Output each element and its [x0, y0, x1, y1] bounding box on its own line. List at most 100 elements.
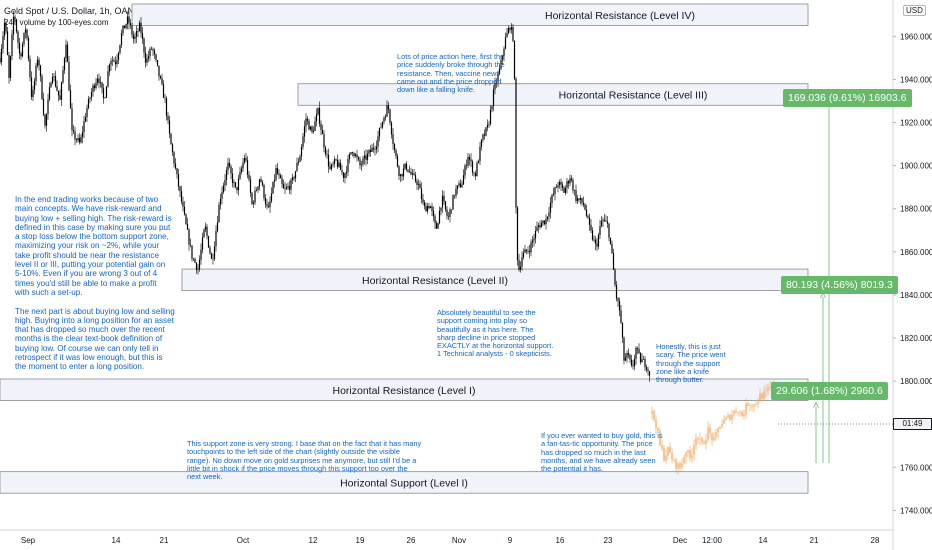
candle-body: [255, 189, 258, 191]
candle-body: [527, 250, 529, 252]
candle-body: [353, 153, 355, 156]
candle-body: [572, 180, 574, 191]
zone-label: Horizontal Resistance (Level I): [333, 385, 476, 397]
candle-body: [405, 163, 408, 170]
target-label-level-i[interactable]: 29.606 (1.68%) 2960.6: [771, 382, 888, 400]
candle-body: [248, 174, 250, 180]
projection-candle-body: [685, 452, 687, 458]
candle-body: [15, 19, 18, 32]
candle-body: [623, 337, 625, 361]
candle-body: [477, 160, 480, 164]
candle-body: [0, 57, 1, 63]
candle-body: [357, 157, 360, 160]
candle-body: [629, 354, 631, 360]
candle-body: [534, 230, 537, 239]
candle-body: [585, 209, 588, 216]
candle-body: [584, 204, 586, 210]
candle-body: [533, 238, 535, 241]
candle-body: [77, 138, 79, 141]
candle-body: [468, 156, 471, 160]
candle-body: [365, 155, 367, 160]
candle-body: [414, 174, 417, 182]
candle-body: [56, 86, 58, 91]
candle-body: [330, 164, 333, 169]
candle-body: [270, 193, 273, 202]
candle-body: [509, 28, 511, 30]
candle-body: [234, 182, 237, 188]
candle-body: [483, 134, 486, 136]
candle-body: [618, 300, 621, 311]
price-tick-label: 1940.000: [900, 75, 932, 84]
price-tick-label: 1880.000: [900, 205, 932, 214]
candle-body: [119, 44, 121, 53]
candle-body: [39, 65, 42, 77]
candle-body: [251, 192, 253, 204]
candle-body: [312, 131, 315, 132]
candle-body: [435, 223, 438, 229]
candle-body: [530, 242, 532, 253]
current-price-badge: 01:49: [893, 418, 932, 430]
candle-body: [605, 220, 607, 222]
candle-body: [207, 236, 210, 248]
target-label-level-ii[interactable]: 80.193 (4.56%) 8019.3: [781, 276, 898, 294]
projection-candle-body: [659, 430, 661, 446]
candle-body: [369, 150, 372, 152]
candle-body: [86, 108, 88, 118]
candle-body: [398, 166, 400, 176]
candle-body: [66, 44, 69, 62]
candle-body: [120, 33, 123, 45]
projection-candle-body: [757, 401, 759, 404]
candle-body: [197, 269, 199, 270]
candle-body: [74, 131, 76, 140]
candle-body: [293, 177, 295, 179]
candle-body: [143, 38, 145, 53]
candle-body: [29, 58, 31, 78]
candle-body: [555, 187, 558, 188]
candle-body: [134, 36, 136, 39]
zone-label: Horizontal Resistance (Level II): [362, 275, 508, 287]
candle-body: [297, 161, 300, 163]
candle-body: [404, 163, 406, 169]
candle-body: [300, 146, 303, 157]
candle-body: [104, 97, 106, 99]
candle-body: [200, 249, 202, 260]
candle-body: [275, 168, 277, 180]
candle-body: [410, 171, 412, 175]
candle-body: [84, 117, 87, 122]
target-label-level-iii[interactable]: 169.036 (9.61%) 16903.6: [783, 89, 912, 107]
candle-body: [125, 24, 127, 29]
candle-body: [266, 204, 268, 207]
projection-candle-body: [735, 410, 737, 413]
candle-body: [617, 298, 619, 301]
price-tick-label: 1740.000: [900, 506, 932, 515]
candle-body: [291, 177, 294, 180]
candle-body: [44, 114, 46, 126]
candle-body: [560, 181, 562, 185]
price-tick-label: 1860.000: [900, 248, 932, 257]
candle-body: [20, 53, 22, 57]
candle-body: [381, 121, 384, 128]
time-tick-label: 14: [112, 536, 121, 545]
candle-body: [602, 219, 604, 222]
currency-badge[interactable]: USD: [903, 5, 926, 16]
candle-body: [227, 162, 229, 171]
candle-body: [425, 206, 427, 212]
candle-body: [362, 158, 364, 165]
candle-body: [71, 108, 73, 131]
candle-body: [545, 218, 547, 225]
candle-body: [141, 33, 144, 39]
candle-body: [449, 209, 451, 217]
candle-body: [554, 187, 556, 195]
candle-body: [486, 124, 489, 128]
candle-body: [504, 37, 507, 49]
candle-body: [288, 186, 291, 190]
candle-body: [63, 58, 66, 71]
candle-body: [164, 97, 166, 99]
candle-body: [320, 123, 322, 130]
candle-body: [116, 60, 118, 65]
candle-body: [501, 55, 504, 60]
candle-body: [176, 168, 178, 174]
projection-candle-body: [713, 437, 715, 441]
candle-body: [219, 198, 222, 205]
